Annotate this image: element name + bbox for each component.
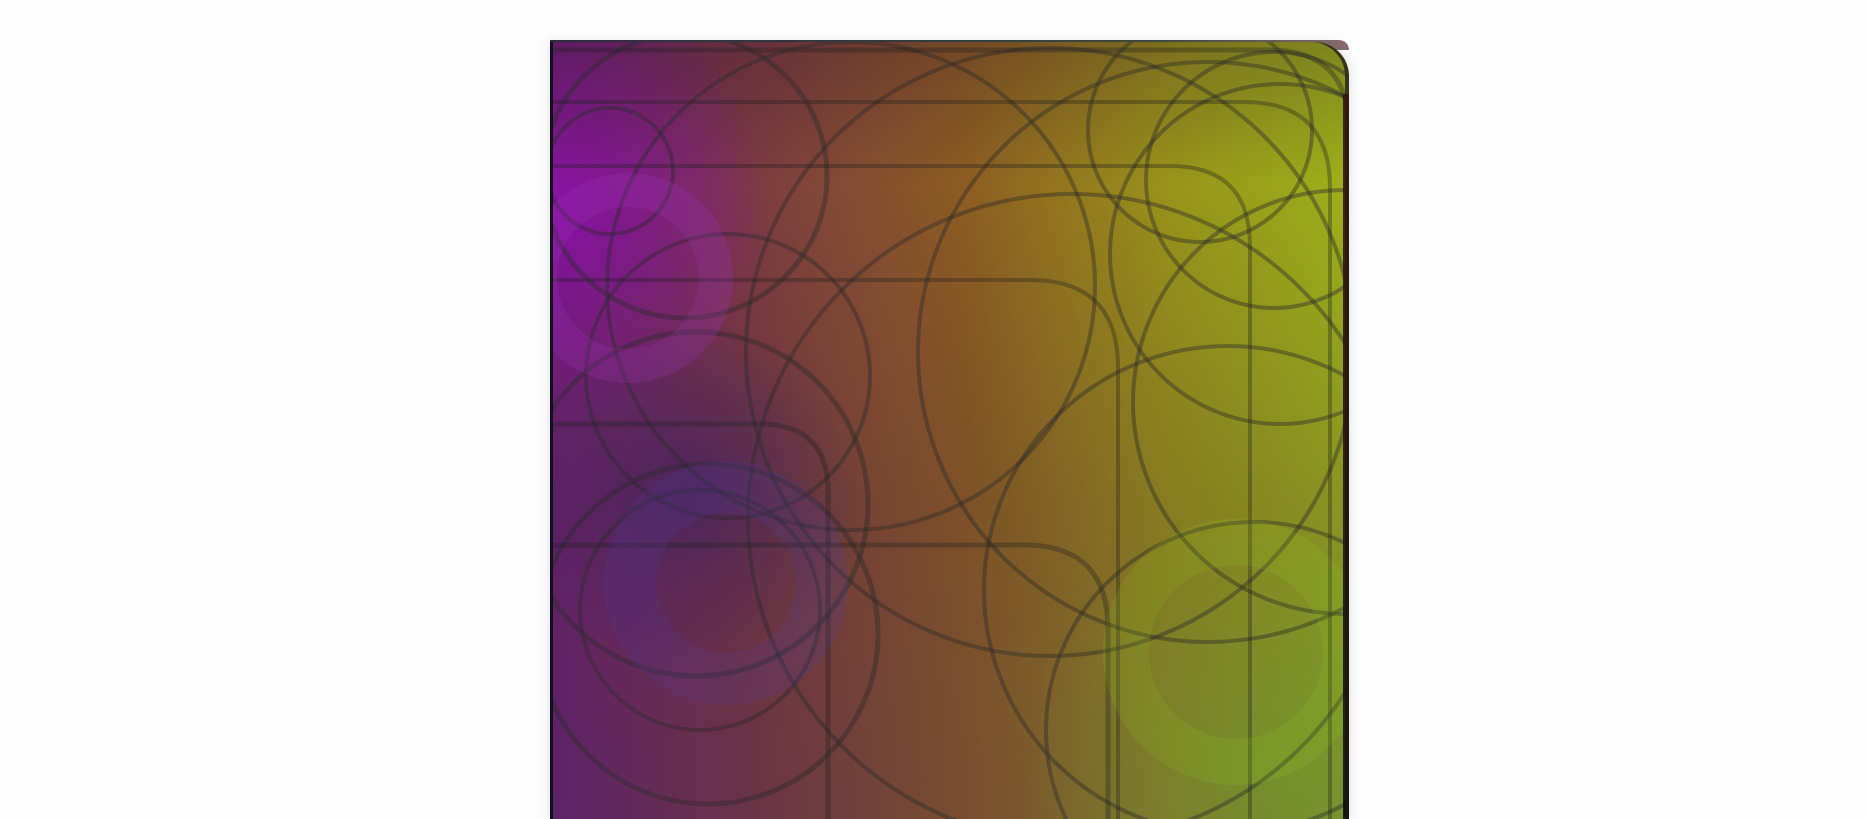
artwork-left-edge	[550, 42, 553, 819]
arc-circle	[550, 461, 881, 807]
horizontal-band-group	[550, 49, 1349, 765]
rounded-frame-path	[550, 164, 1252, 819]
highlight-circle	[604, 461, 848, 705]
arc-circle	[982, 344, 1349, 819]
arc-circle	[578, 488, 822, 732]
arc-circle	[550, 329, 871, 679]
arc-circle	[1044, 520, 1349, 819]
rounded-frame-path	[550, 278, 1120, 819]
arc-circle	[550, 106, 675, 236]
artwork-overlay	[550, 42, 1349, 819]
arc-circle	[746, 192, 1349, 819]
highlight-circle	[550, 173, 733, 383]
arc-circle	[584, 232, 872, 520]
arc-circle	[1108, 82, 1349, 426]
rounded-frame-group	[550, 47, 1349, 819]
rounded-frame-path	[550, 421, 831, 819]
rounded-frame-path	[550, 100, 1332, 819]
abstract-artwork-canvas	[550, 42, 1349, 819]
artwork-right-edge	[1343, 94, 1349, 819]
circle-arc-group	[550, 42, 1349, 819]
rounded-frame-path	[550, 542, 1111, 819]
arc-circle	[550, 42, 830, 321]
arc-circle	[744, 46, 1349, 658]
arc-circle	[1144, 50, 1349, 310]
arc-circle	[605, 42, 1097, 532]
arc-circle	[916, 60, 1349, 644]
arc-circle	[1086, 42, 1314, 244]
